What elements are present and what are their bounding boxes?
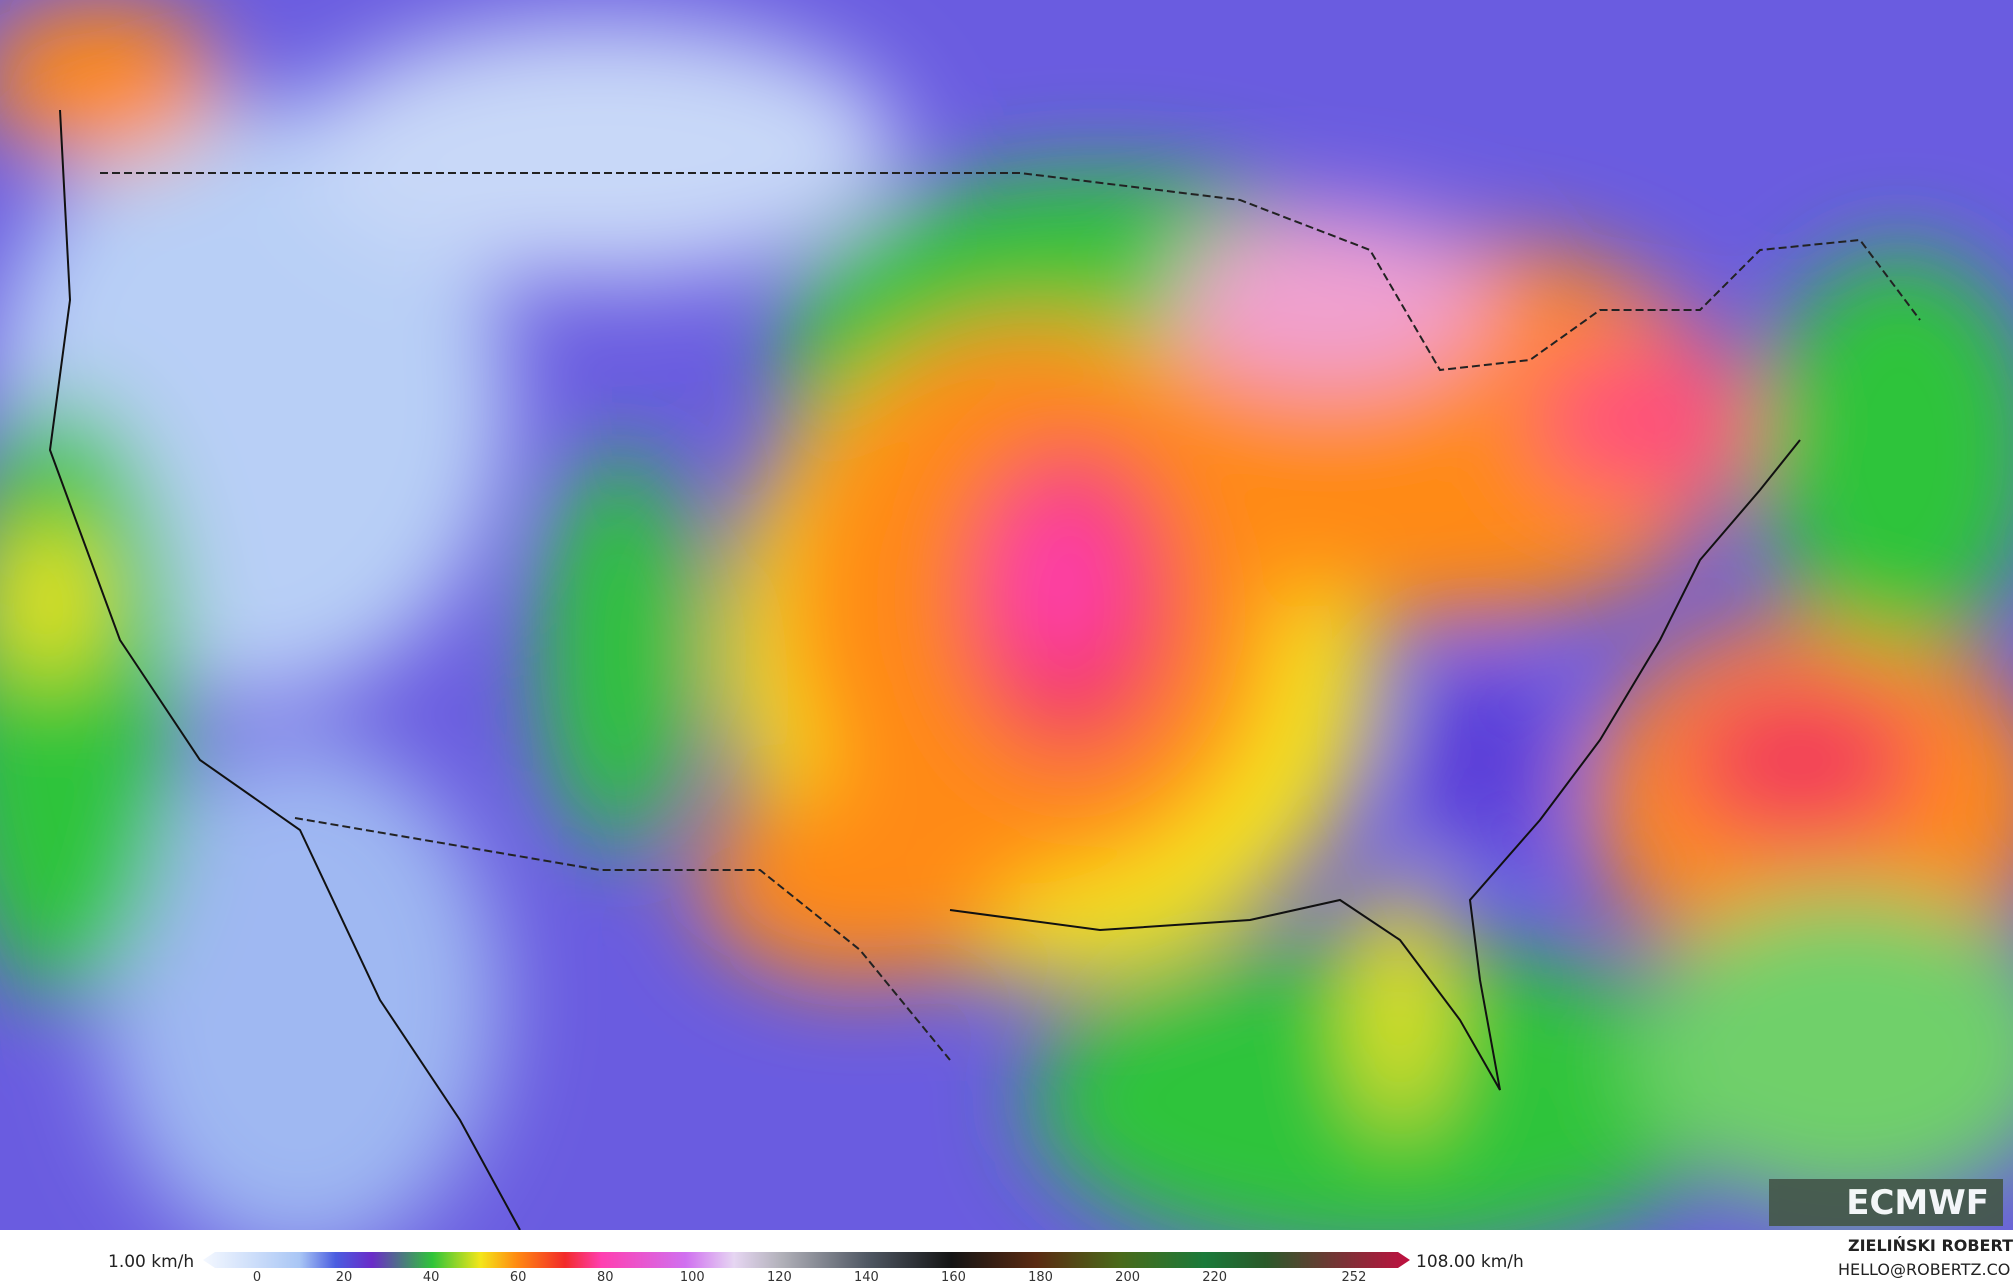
wind-map xyxy=(0,0,2013,1230)
colorbar-tick-label: 180 xyxy=(1028,1270,1053,1285)
gulf-east-coast xyxy=(949,439,1801,1091)
colorbar-tick-label: 20 xyxy=(335,1270,353,1285)
colorbar-tick-label: 100 xyxy=(679,1270,705,1285)
west-coast xyxy=(48,109,521,1230)
colorbar-tick-label: 220 xyxy=(1202,1270,1228,1285)
coastlines xyxy=(48,109,1801,1230)
colorbar-tick-label: 0 xyxy=(252,1270,262,1285)
colorbar-tick-label: 160 xyxy=(941,1270,966,1285)
ecmwf-logo: ECMWF xyxy=(1769,1179,2003,1226)
wind-field xyxy=(0,0,2013,1230)
colorbar xyxy=(203,1252,1410,1268)
legend-min-label: 1.00 km/h xyxy=(108,1252,195,1272)
colorbar-tick-label: 140 xyxy=(853,1270,879,1285)
borders xyxy=(100,172,1921,1061)
legend-max-label: 108.00 km/h xyxy=(1416,1252,1524,1272)
legend-bar: 1.00 km/h 0 20 40 60 80 100 120 140 160 180 200 220… xyxy=(0,1230,2013,1287)
logo-text: ECMWF xyxy=(1846,1182,1989,1223)
email: HELLO@ROBERTZ.CO xyxy=(1838,1260,2011,1279)
canada-border xyxy=(100,172,1921,372)
colorbar-tick-label: 200 xyxy=(1115,1270,1141,1285)
mexico-border xyxy=(294,817,951,1061)
colorbar-tick-label: 80 xyxy=(596,1270,614,1285)
colorbar-tick-label: 252 xyxy=(1341,1270,1367,1285)
colorbar-tick-label: 60 xyxy=(509,1270,527,1285)
colorbar-tick-label: 40 xyxy=(422,1270,440,1285)
author: ZIELIŃSKI ROBERT xyxy=(1847,1236,2013,1255)
colorbar-tick-label: 120 xyxy=(766,1270,792,1285)
